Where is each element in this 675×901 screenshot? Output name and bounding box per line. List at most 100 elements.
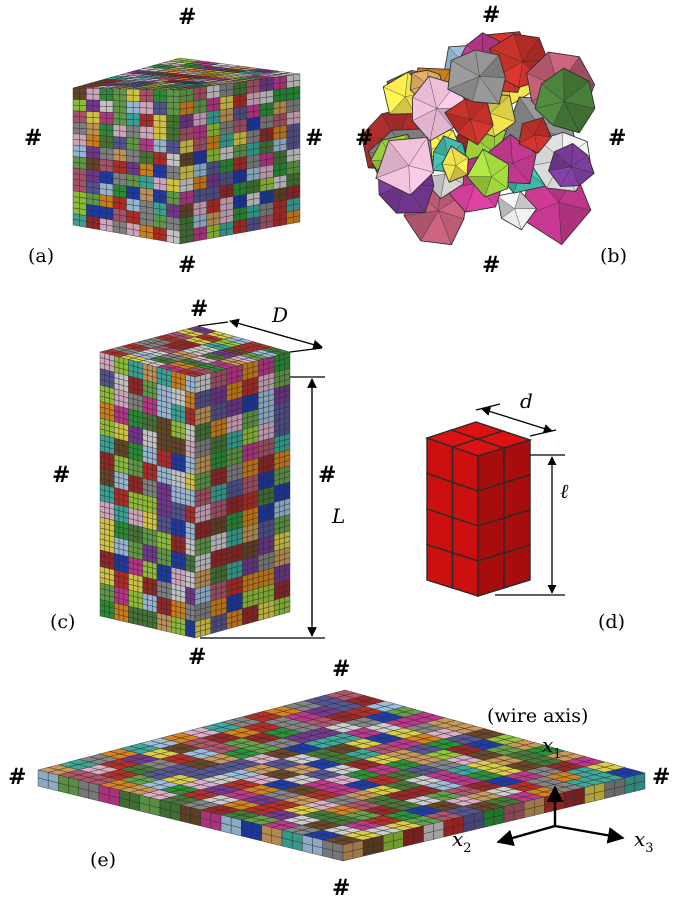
cube-a-left-cell: [106, 123, 114, 131]
cube-a-left-cell: [166, 197, 174, 205]
column-c-right-cell: [263, 612, 270, 620]
cube-a-left-cell: [112, 136, 121, 144]
cube-a-right-cell: [193, 125, 201, 134]
cube-a-left-cell: [159, 189, 167, 198]
cube-a-right-cell: [279, 125, 287, 133]
cube-a-left-cell: [79, 174, 87, 182]
cube-a-left-cell: [173, 121, 181, 129]
cube-a-left-cell: [139, 199, 147, 208]
voronoi-facet: [514, 191, 537, 209]
cube-a-right-cell: [186, 132, 194, 141]
cube-a-right-cell: [206, 129, 214, 138]
column-c-left-cell: [175, 627, 182, 635]
cube-a-left-cell: [173, 140, 181, 149]
cube-a-left-cell: [72, 144, 80, 152]
cube-a-right-cell: [279, 118, 287, 127]
cube-a-left-cell: [173, 185, 181, 193]
periodic-marker-a-bottom: #: [178, 252, 196, 278]
cube-a-mesh: [72, 57, 301, 245]
cube-a-left-cell: [126, 137, 134, 145]
dim-D-arrow: [229, 318, 323, 350]
cube-a-left-cell: [126, 155, 134, 163]
cube-a-left-cell: [159, 114, 167, 122]
periodic-marker-a-top: #: [178, 4, 196, 30]
cube-a-left-cell: [166, 209, 174, 218]
voronoi-facet: [512, 153, 537, 184]
cube-a-right-cell: [193, 150, 201, 159]
cube-a-left-cell: [159, 133, 167, 141]
cube-a-left-cell: [146, 231, 154, 240]
cube-a-left-cell: [166, 171, 174, 180]
cube-a-left-cell: [92, 99, 101, 107]
cube-a-right-cell: [259, 109, 267, 118]
cube-a-right-cell: [186, 234, 194, 244]
cube-a-left-cell: [159, 158, 167, 166]
cube-a-left-cell: [173, 108, 181, 116]
dim-d-ext-left: [475, 403, 501, 411]
dim-d-arrow: [481, 407, 553, 433]
cube-a-left-cell: [126, 149, 134, 157]
cube-a-right-cell: [226, 82, 234, 91]
cube-a-left-cell: [132, 137, 141, 145]
cube-a-right-cell: [233, 106, 241, 115]
cube-a-left-cell: [112, 142, 121, 150]
cube-a-left-cell: [99, 170, 107, 178]
cube-a-left-cell: [112, 124, 121, 132]
cube-a-right-cell: [213, 135, 221, 143]
cube-a-right-cell: [213, 90, 221, 99]
cube-a-right-cell: [293, 116, 301, 125]
cube-a-left-cell: [92, 111, 101, 119]
cube-a-left-cell: [106, 129, 114, 137]
cube-a-right-cell: [233, 88, 241, 96]
cube-a-left-cell: [139, 89, 147, 96]
cube-a-right-cell: [279, 100, 287, 108]
cube-a-right-cell: [259, 103, 267, 111]
cube-a-right-cell: [219, 228, 227, 237]
cube-a-left-cell: [153, 107, 161, 116]
cube-a-right-cell: [213, 103, 221, 112]
cube-a-right-cell: [273, 88, 281, 97]
periodic-marker-b-right: #: [608, 125, 626, 151]
cube-a-right-cell: [266, 139, 274, 148]
cube-a-left-cell: [166, 140, 174, 148]
cube-a-left-cell: [132, 149, 141, 158]
cube-a-right-cell: [279, 112, 287, 121]
cube-a-left-cell: [126, 167, 134, 175]
cube-a-left-cell: [86, 116, 94, 124]
cube-a-right-cell: [233, 100, 241, 109]
cube-a-left-cell: [99, 111, 107, 119]
cube-a-left-cell: [173, 166, 181, 174]
cube-a-left-cell: [132, 131, 141, 139]
cube-a-left-cell: [139, 187, 147, 195]
cube-a-left-cell: [139, 119, 147, 127]
cube-a-right-cell: [186, 94, 194, 103]
cube-a-left-cell: [159, 139, 167, 147]
column-c-left-cell: [152, 622, 158, 630]
cube-a-left-cell: [173, 159, 181, 168]
voronoi-facet: [563, 81, 595, 109]
cube-a-right-cell: [253, 104, 261, 112]
cube-a-left-cell: [132, 229, 141, 238]
pillar-d: [424, 421, 533, 597]
cube-a-right-cell: [266, 83, 274, 92]
panel-label-d: (d): [598, 611, 625, 633]
cube-a-left-cell: [92, 175, 101, 183]
cube-a-left-cell: [139, 205, 147, 214]
cube-a-left-cell: [99, 158, 107, 166]
cube-a-left-cell: [153, 89, 161, 97]
panel-label-e: (e): [90, 849, 116, 871]
cube-a-right-cell: [253, 116, 261, 125]
cube-a-right-cell: [186, 145, 194, 154]
cube-a-right-cell: [239, 112, 247, 121]
cube-a-left-cell: [72, 161, 80, 169]
cube-a-left-cell: [92, 93, 101, 101]
cube-a-left-cell: [106, 112, 114, 119]
column-c-left-cell: [137, 619, 144, 627]
cube-a-right-cell: [199, 92, 207, 101]
column-c-left-cell: [142, 620, 148, 628]
cube-a-right-cell: [279, 87, 287, 96]
cube-a-left-cell: [132, 88, 141, 96]
cube-a-left-cell: [92, 158, 101, 166]
cube-a-right-cell: [246, 136, 254, 145]
cube-a-right-cell: [273, 82, 281, 91]
